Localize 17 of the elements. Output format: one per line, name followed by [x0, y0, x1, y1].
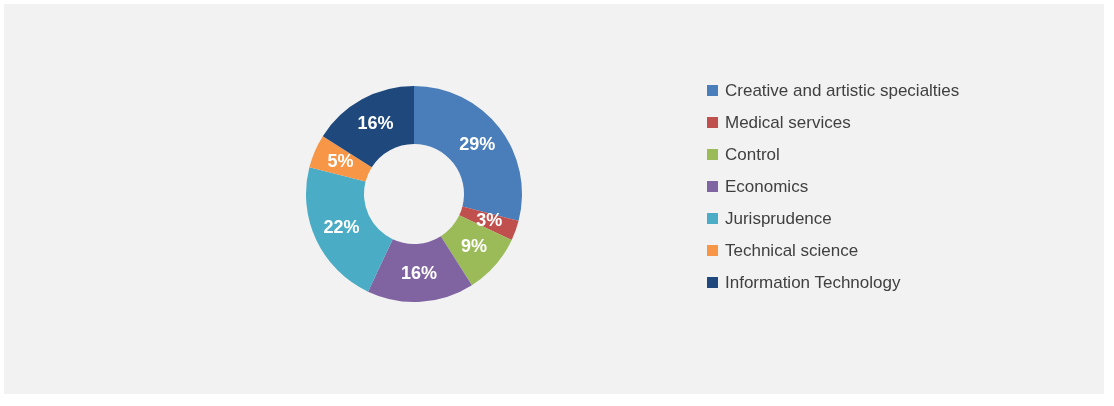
data-label: 29%: [459, 133, 496, 154]
legend-label: Creative and artistic specialties: [725, 80, 960, 100]
data-label: 16%: [401, 262, 438, 283]
data-label: 5%: [327, 151, 354, 172]
legend-label: Jurisprudence: [725, 208, 832, 228]
donut-slice: [306, 167, 393, 292]
donut-slice: [440, 215, 512, 286]
data-label: 9%: [461, 235, 488, 256]
data-label: 16%: [357, 112, 394, 133]
legend-label: Medical services: [725, 112, 851, 132]
legend-label: Control: [725, 144, 780, 164]
data-label: 3%: [476, 210, 503, 231]
legend-label: Technical science: [725, 240, 859, 260]
legend-label: Economics: [725, 176, 809, 196]
donut-slice: [322, 86, 414, 168]
data-label: 22%: [323, 217, 360, 238]
legend-label: Information Technology: [725, 272, 901, 292]
